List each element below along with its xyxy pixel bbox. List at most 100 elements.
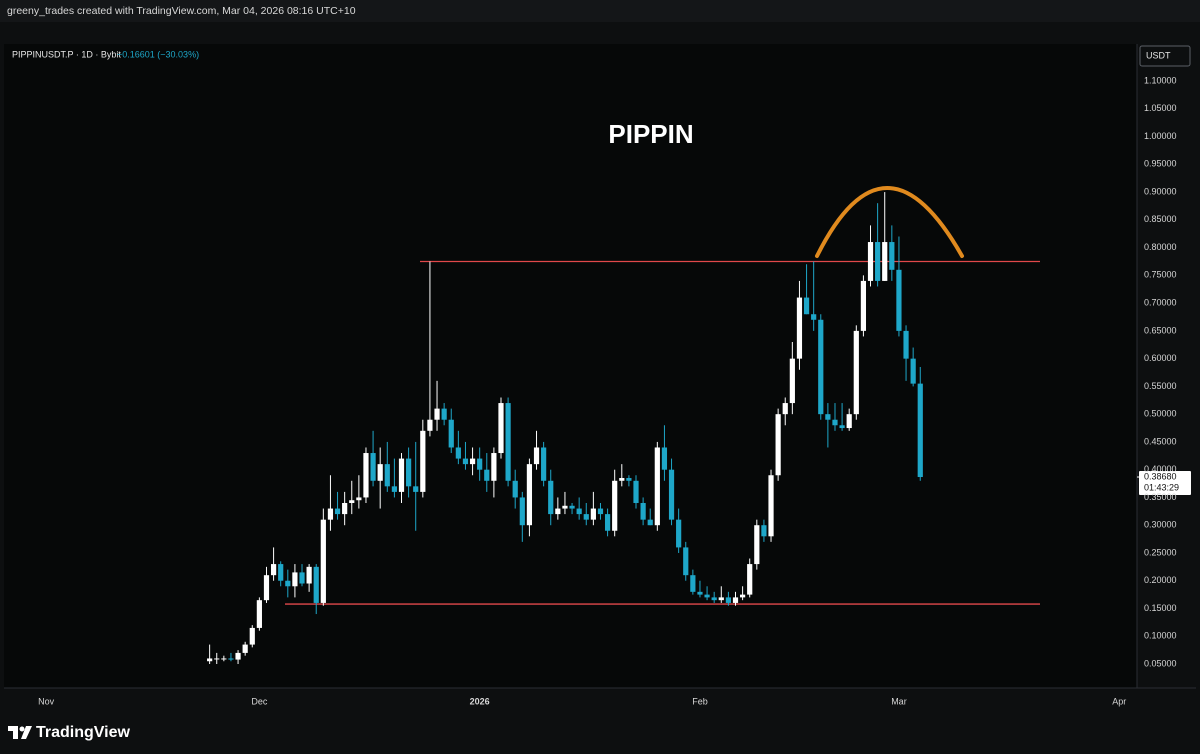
y-tick-label: 0.20000 — [1144, 575, 1177, 585]
candle-body — [562, 505, 568, 509]
candle-body — [533, 447, 540, 465]
candle-body — [640, 503, 646, 520]
x-tick-label: 2026 — [470, 696, 490, 706]
candle-body — [434, 408, 440, 420]
footer-bar — [0, 712, 1200, 754]
y-tick-label: 0.15000 — [1144, 603, 1177, 613]
candle-body — [363, 453, 369, 498]
x-tick-label: Nov — [38, 696, 55, 706]
logo — [8, 726, 32, 739]
candle-body — [278, 564, 284, 581]
candle-body — [597, 508, 604, 515]
x-tick-label: Feb — [692, 696, 708, 706]
candle-body — [789, 358, 795, 404]
candle-body — [832, 419, 838, 426]
candle-body — [626, 478, 632, 481]
candle-body — [235, 652, 241, 660]
candle-body — [647, 519, 653, 526]
candle-body — [889, 242, 895, 270]
y-tick-label: 1.05000 — [1144, 103, 1177, 113]
candle-body — [342, 503, 348, 515]
candle-body — [803, 297, 810, 315]
candle-body — [484, 469, 490, 481]
candle-body — [782, 403, 788, 415]
candle-body — [349, 500, 355, 504]
candle-body — [818, 319, 824, 415]
y-tick-label: 0.75000 — [1144, 270, 1177, 280]
candle-body — [356, 497, 362, 501]
last-price: 0.38680 — [1144, 471, 1177, 481]
candle-body — [860, 280, 867, 331]
candle-body — [398, 458, 405, 492]
candle-body — [619, 478, 625, 481]
candle-body — [583, 514, 589, 520]
candle-body — [242, 644, 248, 653]
y-tick-label: 0.70000 — [1144, 297, 1177, 307]
y-tick-label: 0.10000 — [1144, 631, 1177, 641]
candle-body — [668, 469, 675, 520]
x-tick-label: Apr — [1112, 696, 1126, 706]
candle-body — [505, 403, 511, 481]
candle-body — [249, 627, 255, 645]
candle-body — [704, 594, 710, 598]
logo-slash — [21, 726, 32, 739]
candle-body — [420, 430, 426, 492]
symbol: PIPPINUSDT.P · 1D · Bybit — [12, 49, 121, 59]
candle-body — [327, 508, 334, 520]
candle-body — [910, 358, 916, 384]
y-tick-label: 0.05000 — [1144, 658, 1177, 668]
candle-body — [491, 453, 497, 481]
candle-body — [548, 480, 554, 515]
y-tick-label: 0.65000 — [1144, 325, 1177, 335]
candle-body — [448, 419, 454, 448]
candle-body — [477, 458, 483, 470]
candle-body — [811, 314, 817, 320]
candle-body — [569, 505, 575, 509]
candle-body — [604, 514, 611, 531]
candle-body — [825, 414, 831, 420]
logo-mark — [8, 726, 18, 739]
candle-body — [732, 597, 739, 603]
y-tick-label: 0.45000 — [1144, 436, 1177, 446]
y-tick-label: 0.85000 — [1144, 214, 1177, 224]
y-tick-label: 0.40000 — [1144, 464, 1177, 474]
candle-body — [313, 566, 319, 603]
chart-title: PIPPIN — [608, 119, 693, 149]
candle-body — [391, 486, 397, 492]
y-tick-label: 1.10000 — [1144, 75, 1177, 85]
candle-body — [334, 508, 341, 515]
candle-body — [462, 458, 469, 465]
candle-body — [697, 591, 703, 595]
candle-body — [747, 564, 753, 595]
candle-body — [214, 658, 220, 660]
candle-body — [846, 414, 852, 429]
candle-body — [320, 519, 326, 603]
y-tick-label: 0.60000 — [1144, 353, 1177, 363]
candle-body — [683, 547, 689, 576]
candle-body — [285, 580, 291, 587]
candle-body — [853, 330, 859, 415]
candle-body — [292, 572, 298, 587]
change: −0.16601 (−30.03%) — [117, 49, 199, 59]
candle-body — [903, 330, 909, 359]
candle-body — [661, 447, 668, 470]
candle-body — [526, 464, 533, 526]
header-text: greeny_trades created with TradingView.c… — [7, 5, 356, 17]
candle-body — [590, 508, 596, 520]
y-tick-label: 0.25000 — [1144, 547, 1177, 557]
footer-brand: TradingView — [36, 724, 131, 741]
candle-body — [427, 419, 433, 431]
candle-body — [633, 480, 639, 504]
candle-body — [612, 480, 618, 531]
x-tick-label: Mar — [891, 696, 907, 706]
arc-annotation — [815, 186, 964, 258]
y-tick-label: 0.55000 — [1144, 381, 1177, 391]
candle-body — [377, 464, 383, 481]
candle-body — [740, 594, 746, 598]
candle-body — [455, 447, 461, 459]
currency-box[interactable] — [1139, 45, 1191, 67]
candle-body — [299, 572, 305, 584]
candle-body — [384, 464, 390, 487]
